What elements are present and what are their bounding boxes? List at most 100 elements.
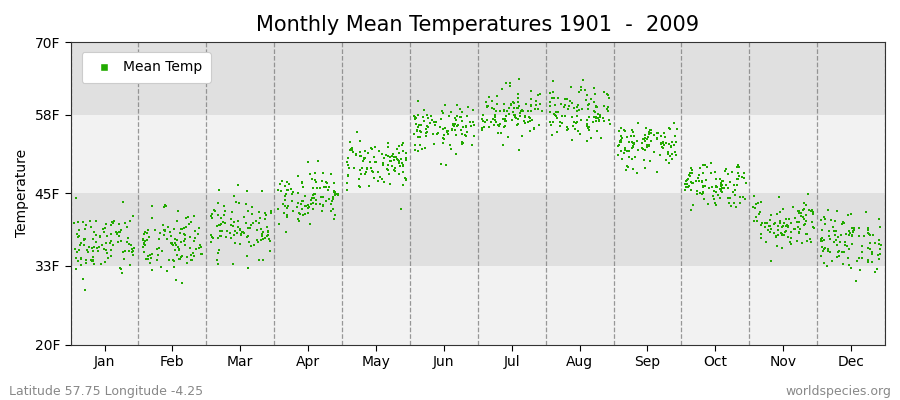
Point [861, 225, 876, 232]
Point [306, 185, 320, 192]
Point [862, 240, 877, 246]
Point [367, 175, 382, 182]
Point [314, 208, 328, 214]
Point [662, 149, 676, 155]
Point [340, 154, 355, 161]
Point [662, 125, 676, 132]
Point [758, 220, 772, 226]
Point [502, 80, 517, 87]
Point [696, 190, 710, 196]
Point [573, 117, 588, 123]
Point [414, 129, 428, 136]
Point [762, 223, 777, 229]
Point [285, 208, 300, 214]
Point [709, 189, 724, 195]
Point [626, 141, 641, 147]
Point [86, 261, 101, 267]
Point [574, 84, 589, 90]
Point [368, 159, 382, 165]
Point [500, 112, 514, 119]
Point [418, 130, 433, 136]
Point [762, 223, 777, 230]
Point [656, 140, 670, 146]
Point [239, 234, 254, 240]
Point [178, 215, 193, 221]
Point [838, 238, 852, 245]
Point [327, 188, 341, 195]
Point [113, 265, 128, 271]
Point [432, 124, 446, 130]
Point [508, 112, 522, 118]
Point [797, 200, 812, 206]
Point [861, 245, 876, 251]
Point [722, 200, 736, 207]
Point [665, 151, 680, 157]
Point [853, 267, 868, 273]
Point [375, 162, 390, 168]
Point [486, 116, 500, 122]
Point [322, 184, 337, 190]
Point [252, 209, 266, 215]
Point [168, 277, 183, 283]
Point [459, 113, 473, 120]
Point [758, 220, 772, 226]
Point [390, 156, 404, 162]
Point [864, 259, 878, 266]
Point [770, 227, 785, 233]
Point [749, 201, 763, 208]
Point [721, 184, 735, 191]
Point [616, 150, 631, 156]
Point [680, 181, 694, 187]
Point [561, 126, 575, 132]
Point [363, 159, 377, 166]
Point [642, 143, 656, 149]
Point [137, 241, 151, 248]
Point [112, 229, 127, 236]
Point [798, 231, 813, 237]
Point [255, 233, 269, 239]
Point [153, 230, 167, 236]
Point [158, 226, 172, 233]
Point [639, 125, 653, 132]
Point [504, 102, 518, 108]
Point [74, 256, 88, 263]
Point [208, 208, 222, 214]
Point [678, 181, 692, 188]
Point [328, 189, 342, 196]
Point [753, 235, 768, 242]
Point [446, 121, 460, 128]
Point [139, 255, 153, 262]
Point [207, 207, 221, 213]
Point [142, 260, 157, 266]
Point [158, 228, 173, 234]
Point [316, 170, 330, 176]
Point [680, 184, 695, 190]
Point [562, 102, 576, 109]
Point [762, 217, 777, 224]
Point [150, 246, 165, 252]
Point [237, 214, 251, 220]
Point [497, 101, 511, 107]
Point [821, 246, 835, 252]
Point [846, 228, 860, 234]
Point [622, 148, 636, 154]
Point [588, 91, 602, 97]
Point [724, 169, 739, 175]
Point [799, 212, 814, 218]
Point [174, 254, 188, 260]
Point [783, 219, 797, 226]
Point [164, 232, 178, 239]
Point [71, 247, 86, 254]
Point [818, 216, 832, 222]
Point [140, 227, 155, 233]
Point [280, 187, 294, 194]
Point [94, 242, 109, 248]
Point [871, 252, 886, 258]
Point [74, 262, 88, 268]
Point [126, 248, 140, 254]
Point [480, 117, 494, 124]
Point [86, 244, 101, 251]
Point [238, 200, 253, 207]
Point [644, 138, 658, 144]
Point [78, 236, 93, 242]
